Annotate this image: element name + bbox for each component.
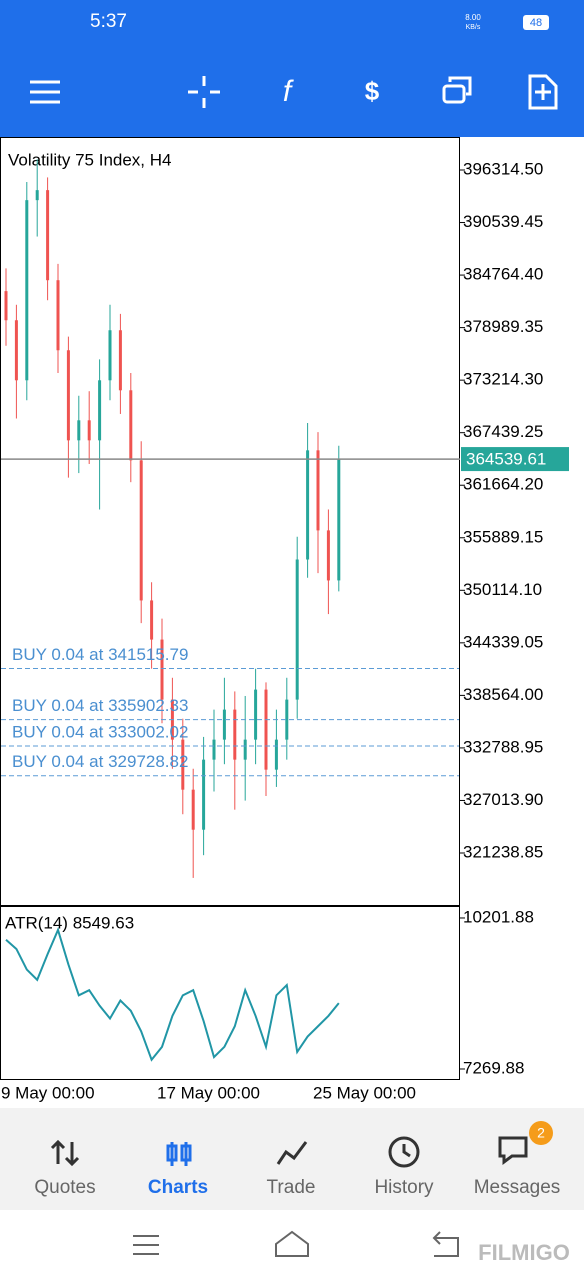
order-label: BUY 0.04 at 335902.33 [12,696,188,715]
battery-level: 48 [530,17,542,29]
y-tick-label: 327013.90 [463,790,543,809]
quotes-icon[interactable] [50,1139,80,1167]
candle-body [4,291,8,321]
crosshair-icon[interactable] [188,76,220,108]
atr-title: ATR(14) 8549.63 [5,913,134,932]
y-tick-label: 332788.95 [463,737,543,756]
messages-icon[interactable] [498,1136,528,1165]
toolbar[interactable]: f $ [30,74,558,110]
history-icon[interactable] [388,1136,420,1168]
candle-body [98,380,102,441]
candle-body [118,330,122,391]
candle-body [129,390,133,461]
nav-label[interactable]: Charts [148,1177,208,1198]
x-tick-label: 25 May 00:00 [313,1083,416,1102]
y-tick-label: 10201.88 [463,907,534,926]
new-order-icon[interactable] [528,74,558,110]
watermark: FILMIGO [478,1240,570,1265]
y-tick-label: 384764.40 [463,265,543,284]
y-tick-label: 344339.05 [463,632,543,651]
atr-line [5,927,340,1062]
candle-body [222,709,226,740]
candle-body [35,190,39,201]
y-tick-label: 378989.35 [463,317,543,336]
candle-body [181,739,185,790]
badge [529,1121,553,1145]
candle-body [274,739,278,770]
candle-body [14,320,18,381]
candle-body [160,639,164,700]
candle-body [254,689,258,740]
candle-body [25,200,29,381]
menu-icon[interactable] [30,80,60,104]
candle-body [233,709,237,760]
status-time: 5:37 [90,11,127,32]
nav-label[interactable]: Trade [267,1177,316,1198]
candle-body [285,699,289,740]
candle-body [295,559,299,700]
current-price-label: 364539.61 [466,450,546,469]
main-panel [0,137,460,906]
candle-body [150,600,154,640]
candle-body [264,689,268,770]
x-tick-label: 9 May 00:00 [1,1083,95,1102]
chart-title: Volatility 75 Index, H4 [8,150,171,169]
candle-body [316,450,320,531]
order-label: BUY 0.04 at 329728.82 [12,752,188,771]
windows-icon[interactable] [442,84,466,104]
candle-body [202,759,206,830]
order-label: BUY 0.04 at 333002.02 [12,722,188,741]
y-tick-label: 373214.30 [463,370,543,389]
bottom-nav [0,1108,584,1210]
app-bar [0,0,584,137]
candle-body [77,420,81,441]
charts-icon-candle[interactable] [166,1144,178,1162]
candle-body [46,190,50,281]
y-tick-label: 350114.10 [463,580,542,599]
candle-body [212,739,216,760]
trade-icon[interactable]: $ [365,76,380,106]
candle-body [108,330,112,381]
trade-icon-nav[interactable] [276,1141,308,1165]
candle-body [243,739,247,760]
y-tick-label: 338564.00 [463,685,543,704]
y-tick-label: 321238.85 [463,842,543,861]
candle-body [337,459,341,581]
charts-icon-candle[interactable] [180,1144,192,1162]
candle-body [306,450,310,560]
y-tick-label: 396314.50 [463,159,543,178]
net-unit: KB/s [466,24,481,31]
y-tick-label: 390539.45 [463,212,543,231]
indicators-icon[interactable]: f [283,75,294,108]
x-tick-label: 17 May 00:00 [157,1083,260,1102]
battery-icon [523,15,549,30]
y-tick-label: 361664.20 [463,475,543,494]
atr-panel [0,906,460,1080]
candle-body [56,280,60,351]
y-tick-label: 367439.25 [463,422,543,441]
current-price-box [461,447,569,472]
candle-body [87,420,91,441]
y-tick-label: 7269.88 [463,1058,524,1077]
candle-body [66,350,70,441]
system-nav[interactable] [133,1230,459,1257]
net-speed: 8.00 [465,13,481,22]
candle-body [139,460,143,601]
nav-label[interactable]: History [374,1177,434,1198]
candle-body [326,530,330,581]
badge-count: 2 [537,1125,545,1141]
nav-label[interactable]: Quotes [34,1177,95,1198]
y-tick-label: 355889.15 [463,527,543,546]
nav-label[interactable]: Messages [474,1177,561,1198]
order-label: BUY 0.04 at 341515.79 [12,645,188,664]
candle-body [191,789,195,830]
